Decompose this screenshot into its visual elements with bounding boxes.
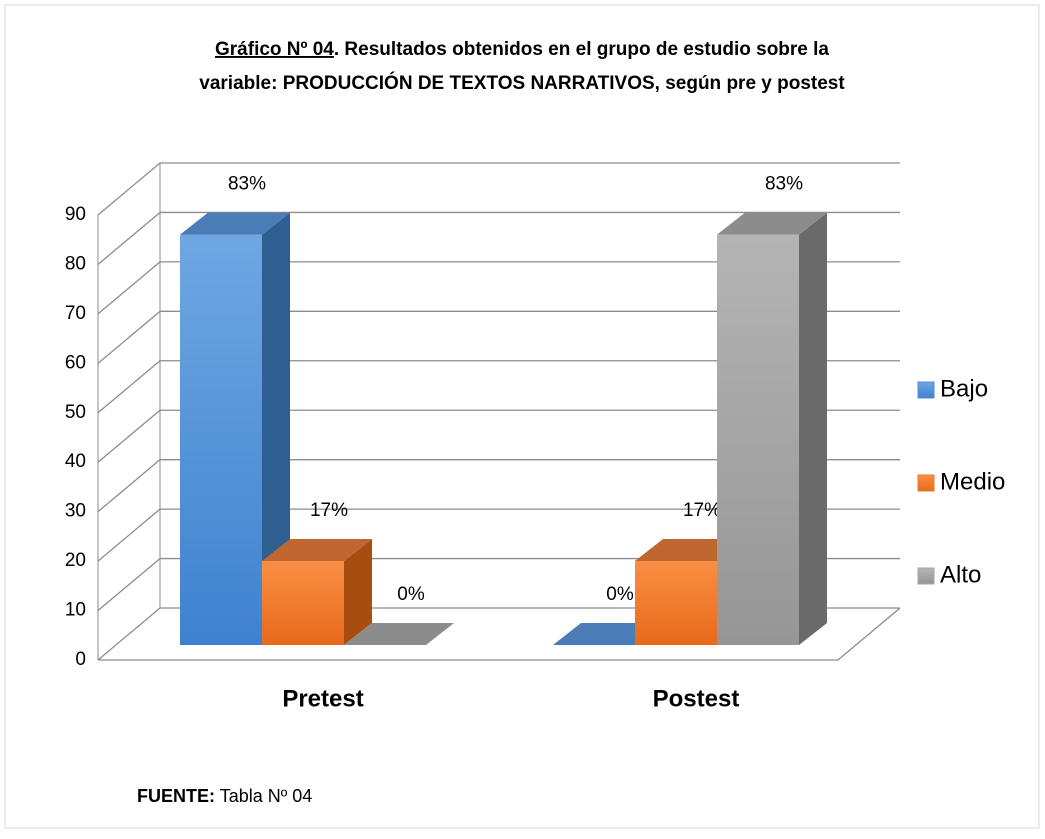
legend-label: Medio xyxy=(940,468,1005,495)
legend-label: Alto xyxy=(940,561,981,588)
chart-title: variable: PRODUCCIÓN DE TEXTOS NARRATIVO… xyxy=(199,72,845,94)
chart-title: Gráfico Nº 04. Resultados obtenidos en e… xyxy=(215,39,829,60)
y-tick-label: 40 xyxy=(65,451,86,472)
bar-side xyxy=(262,212,290,645)
y-tick-label: 0 xyxy=(75,649,86,670)
bar-top xyxy=(262,538,372,561)
y-tick-label: 80 xyxy=(65,253,86,274)
bar xyxy=(180,234,262,645)
source-label: FUENTE: xyxy=(137,786,215,806)
grid-line xyxy=(97,409,161,463)
value-label: 17% xyxy=(683,500,721,521)
grid-line xyxy=(97,162,161,216)
source-text: Tabla Nº 04 xyxy=(220,786,313,806)
grid-line xyxy=(97,360,161,414)
source: FUENTE: Tabla Nº 04 xyxy=(137,786,312,806)
y-tick-label: 60 xyxy=(65,352,86,373)
bar xyxy=(262,560,344,645)
x-tick-label: Postest xyxy=(653,685,740,712)
bar-top xyxy=(717,212,827,235)
value-label: 0% xyxy=(397,584,425,605)
y-tick-label: 20 xyxy=(65,550,86,571)
y-tick-label: 30 xyxy=(65,501,86,522)
value-label: 17% xyxy=(310,500,348,521)
legend-swatch xyxy=(917,474,935,492)
y-tick-label: 50 xyxy=(65,402,86,423)
bar-side xyxy=(799,212,827,645)
value-label: 83% xyxy=(228,174,266,195)
value-label: 83% xyxy=(765,174,803,195)
bar-side xyxy=(344,538,372,645)
y-tick-label: 70 xyxy=(65,303,86,324)
bar xyxy=(717,234,799,645)
bar xyxy=(344,623,454,645)
y-tick-label: 90 xyxy=(65,204,86,225)
grid-line xyxy=(97,508,161,562)
grid-line xyxy=(97,261,161,315)
legend-swatch xyxy=(917,567,935,585)
title-lead: Gráfico Nº 04 xyxy=(215,39,334,60)
bar xyxy=(635,560,717,645)
bar-top xyxy=(180,212,290,235)
grid-line xyxy=(97,310,161,364)
y-tick-label: 10 xyxy=(65,600,86,621)
grid-line xyxy=(97,459,161,513)
value-label: 0% xyxy=(606,584,634,605)
legend-swatch xyxy=(917,381,935,399)
floor xyxy=(98,607,901,661)
frame xyxy=(4,4,1040,829)
grid-line xyxy=(97,211,161,265)
legend-label: Bajo xyxy=(940,375,988,402)
grid-line xyxy=(97,558,161,612)
x-tick-label: Pretest xyxy=(282,685,363,712)
grid-line xyxy=(97,607,161,661)
title-text: . Resultados obtenidos en el grupo de es… xyxy=(334,39,830,60)
